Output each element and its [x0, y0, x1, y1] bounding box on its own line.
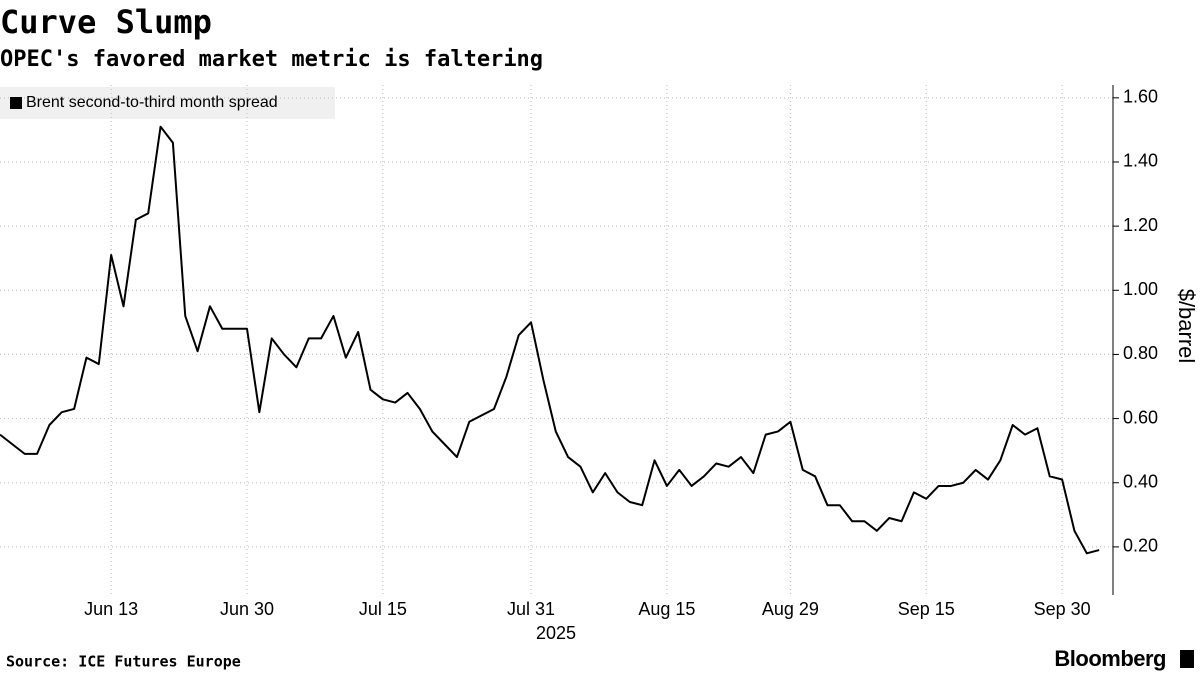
- y-tick-label: 1.20: [1123, 215, 1158, 235]
- line: [0, 125, 1100, 555]
- y-axis-label: $/barrel: [1174, 289, 1199, 364]
- x-tick-label: Sep 30: [1034, 599, 1091, 619]
- chart-subtitle: OPEC's favored market metric is falterin…: [0, 47, 543, 72]
- x-tick-label: Aug 15: [638, 599, 695, 619]
- x-tick-label: Jul 31: [507, 599, 555, 619]
- y-tick-label: 0.80: [1123, 343, 1158, 363]
- brand-icon: [1180, 650, 1194, 668]
- legend-box: [0, 87, 335, 119]
- x-tick-label: Jul 15: [359, 599, 407, 619]
- x-tick-label: Sep 15: [898, 599, 955, 619]
- x-tick-label: Jun 13: [84, 599, 138, 619]
- y-tick-label: 0.40: [1123, 471, 1158, 491]
- x-axis-label: 2025: [536, 623, 576, 643]
- chart-title: Curve Slump: [0, 3, 212, 41]
- y-tick-label: 1.40: [1123, 151, 1158, 171]
- legend-swatch: [10, 97, 22, 109]
- source: Source: ICE Futures Europe: [6, 653, 241, 671]
- y-tick-label: 0.60: [1123, 407, 1158, 427]
- brand: Bloomberg: [1054, 646, 1166, 671]
- y-tick-label: 1.00: [1123, 279, 1158, 299]
- x-tick-label: Jun 30: [220, 599, 274, 619]
- x-tick-label: Aug 29: [762, 599, 819, 619]
- y-tick-label: 1.60: [1123, 87, 1158, 107]
- legend-label: Brent second-to-third month spread: [26, 94, 278, 111]
- y-tick-label: 0.20: [1123, 536, 1158, 556]
